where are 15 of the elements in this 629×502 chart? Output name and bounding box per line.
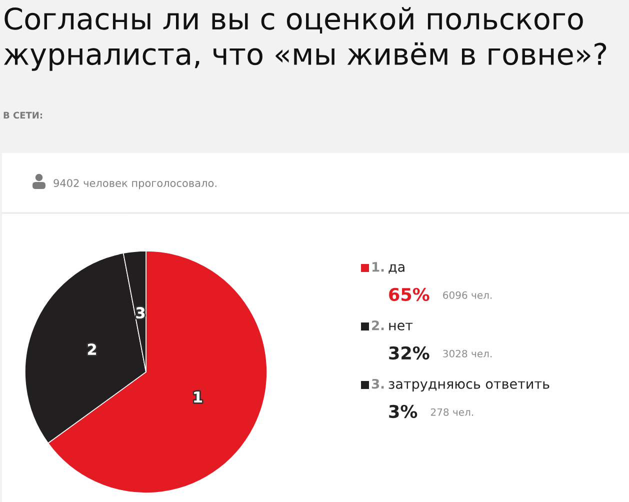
text: 278 чел. xyxy=(430,408,474,416)
chart-title: Согласны ли вы с оценкой польского журналиста, что «мы живём в говне»? xyxy=(4,7,606,71)
legend-label: 1. да xyxy=(372,262,404,274)
text: 3 xyxy=(136,307,145,319)
data-label: 3% xyxy=(389,404,418,418)
data-label: 65% xyxy=(389,288,430,302)
text: 2 xyxy=(88,344,96,355)
data-label: 32% xyxy=(389,346,430,360)
text: 9402 человек проголосовало. xyxy=(54,179,216,190)
text: 6096 чел. xyxy=(443,291,492,299)
legend-label: 2. нет xyxy=(372,320,413,330)
text: 1 xyxy=(194,392,202,403)
legend-label: 3. затрудняюсь ответить xyxy=(372,378,550,392)
chart-subtitle: В СЕТИ: xyxy=(4,112,42,119)
text: 3028 чел. xyxy=(443,350,492,358)
